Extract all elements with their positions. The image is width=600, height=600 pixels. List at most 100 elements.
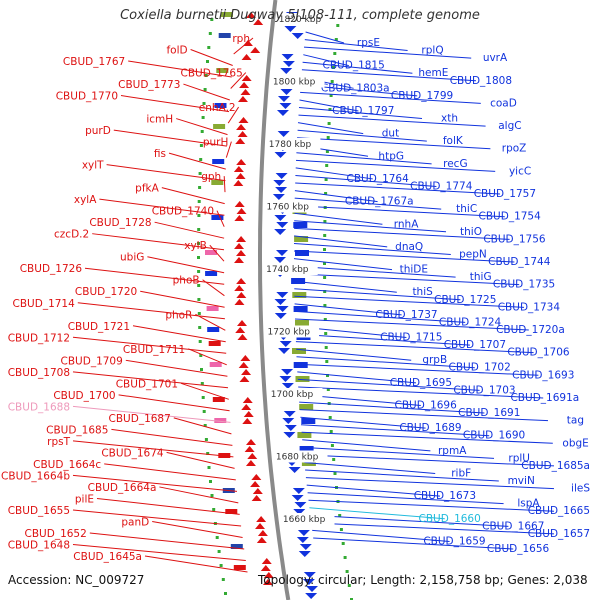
gene-arrow-left (252, 488, 263, 494)
gene-arrow-left (234, 215, 245, 221)
gene-block-left (205, 250, 217, 255)
tick-mark-right (326, 136, 330, 139)
gene-arrow-left (256, 537, 267, 543)
gene-label-right: CBUD_1696 (395, 400, 458, 412)
tick-mark-left (224, 592, 227, 595)
leader-line-right (294, 288, 461, 301)
gene-arrow-right (305, 593, 318, 599)
kbp-label-bg (268, 388, 323, 400)
gene-block-right (292, 348, 306, 354)
tick-mark-right (330, 80, 334, 83)
leader-line-left (144, 555, 248, 573)
leader-line-left (104, 463, 236, 481)
gene-label-left: CBUD_1773 (118, 79, 180, 91)
gene-label-left: CBUD_1720 (75, 286, 137, 298)
gene-arrow-left (236, 236, 247, 242)
gene-label-right: CBUD_1673 (414, 490, 476, 502)
gene-arrow-left (236, 320, 247, 326)
gene-label-right: thiDE (400, 264, 428, 276)
gene-label-right: CBUD_1754 (479, 211, 542, 223)
gene-arrow-left (257, 530, 268, 536)
gene-label-right: CBUD_1757 (474, 188, 536, 200)
gene-label-left: CBUD_1664b (1, 470, 70, 482)
gene-block-right (293, 222, 308, 228)
leader-line-right (294, 190, 378, 203)
leader-line-left (195, 313, 226, 331)
leader-line-right (294, 197, 442, 210)
gene-label-left: CBUD_1700 (53, 390, 115, 402)
leader-line-right (302, 439, 431, 452)
gene-label-right: CBUD_1756 (483, 233, 546, 245)
gene-label-left: purH (203, 137, 229, 149)
tick-mark-right (323, 248, 326, 251)
tick-mark-right (323, 290, 327, 293)
tick-mark-left (199, 144, 203, 147)
leader-line-right (305, 469, 499, 482)
tick-mark-right (325, 150, 329, 153)
gene-label-right: CBUD_1764 (347, 173, 410, 185)
leader-line-right (305, 31, 345, 44)
tick-mark-right (330, 444, 334, 447)
leader-line-left (190, 49, 233, 66)
label-leader-lines (72, 31, 555, 573)
leader-line-left (72, 509, 242, 527)
gene-label-right: CBUD_1725 (434, 294, 496, 306)
gene-label-left: CBUD_1701 (116, 378, 178, 390)
gene-arrow-right (282, 61, 295, 67)
gene-block-left (214, 418, 227, 423)
leader-line-right (312, 529, 450, 542)
gene-label-right: CBUD_1693 (512, 369, 574, 381)
gene-arrow-left (261, 558, 272, 564)
tick-mark-left (203, 424, 207, 427)
gene-arrow-right (298, 551, 311, 557)
gene-label-left: ubiG (120, 252, 144, 264)
leader-line-right (302, 61, 413, 74)
tick-mark-left (202, 410, 206, 413)
leader-line-right (294, 295, 525, 308)
gene-label-right: CBUD_1660 (419, 513, 481, 525)
tick-mark-right (324, 332, 328, 335)
gene-label-right: algC (498, 120, 521, 132)
leader-line-left (227, 106, 240, 124)
gene-block-left (218, 33, 231, 38)
gene-block-right (293, 306, 308, 312)
gene-arrow-right (276, 110, 289, 116)
gene-arrow-left (238, 117, 249, 123)
leader-line-left (209, 244, 225, 262)
gene-block-right (292, 292, 307, 298)
kbp-label: 1800 kbp (273, 78, 316, 88)
leader-line-right (301, 431, 553, 444)
leader-line-right (304, 462, 436, 474)
tick-mark-left (207, 466, 211, 469)
gene-block-left (205, 271, 218, 276)
gene-label-left: icmH (146, 114, 173, 126)
gene-block-left (207, 327, 220, 332)
tick-mark-right (323, 234, 327, 237)
gene-arrow-right (283, 432, 296, 438)
tick-mark-right (323, 318, 327, 321)
gene-arrow-left (236, 159, 247, 165)
kbp-markers: 1820 kbp 1800 kbp 1780 kbp 1760 kbp 1740 kbp… (264, 13, 335, 525)
tick-mark-left (221, 578, 225, 581)
gene-label-right: CBUD_1815 (323, 60, 385, 72)
gene-arrow-right (281, 383, 294, 389)
gene-arrow-right (284, 26, 297, 32)
leader-line-left (147, 256, 225, 274)
leader-line-right (294, 205, 505, 218)
tick-mark-right (325, 360, 329, 363)
gene-label-left: fis (154, 148, 166, 160)
tick-mark-left (207, 46, 211, 49)
gene-block-left (211, 215, 224, 220)
leader-line-left (120, 95, 230, 113)
leader-line-right (304, 39, 408, 52)
gene-arrow-left (237, 96, 248, 102)
gene-arrow-left (236, 208, 247, 214)
gene-arrow-right (282, 418, 295, 424)
gene-block-right (291, 278, 306, 284)
backbone-ticks (197, 18, 353, 600)
gene-arrow-right (291, 33, 304, 39)
gene-arrow-left (260, 565, 271, 571)
gene-block-left (214, 103, 227, 108)
tick-mark-left (197, 228, 201, 231)
leader-line-right (294, 280, 397, 293)
